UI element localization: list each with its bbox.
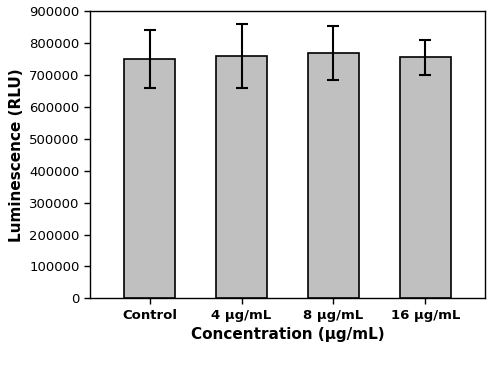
X-axis label: Concentration (μg/mL): Concentration (μg/mL) bbox=[190, 327, 384, 342]
Bar bbox=[124, 59, 175, 298]
Bar bbox=[400, 57, 450, 298]
Bar bbox=[216, 56, 267, 298]
Bar bbox=[308, 53, 358, 298]
Y-axis label: Luminescence (RLU): Luminescence (RLU) bbox=[8, 68, 24, 242]
